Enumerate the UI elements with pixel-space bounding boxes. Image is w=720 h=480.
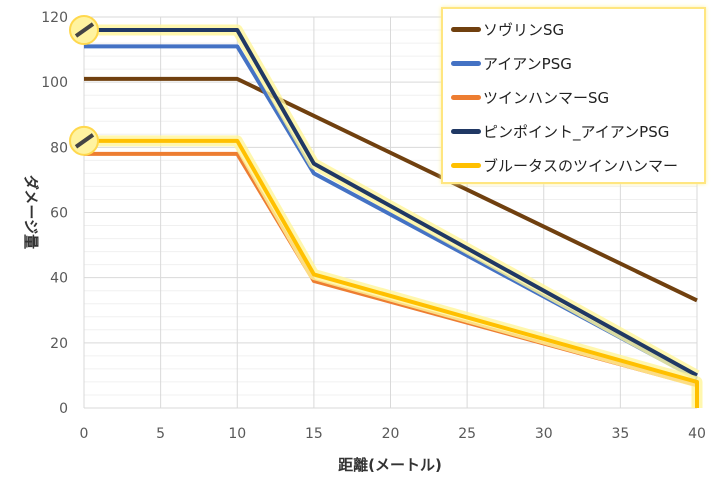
weapon-icon xyxy=(74,133,95,149)
legend-item: ソヴリンSG xyxy=(451,17,564,41)
legend-label: ピンポイント_アイアンPSG xyxy=(483,122,670,141)
legend-swatch xyxy=(451,94,481,100)
legend-label: ソヴリンSG xyxy=(483,20,565,39)
y-tick-label: 0 xyxy=(59,401,68,417)
y-axis-label: ダメージ量 xyxy=(22,175,40,249)
x-tick-label: 40 xyxy=(688,426,706,442)
y-tick-label: 120 xyxy=(41,10,68,26)
legend-swatch xyxy=(451,162,481,168)
legend-item: ツインハンマーSG xyxy=(451,85,609,109)
legend: ソヴリンSG アイアンPSG ツインハンマーSG ピンポイント_アイアンPSG ブルータ… xyxy=(441,7,706,184)
x-tick-label: 0 xyxy=(80,426,89,442)
x-tick-label: 10 xyxy=(228,426,246,442)
legend-item: ブルータスのツインハンマー xyxy=(451,153,678,177)
y-tick-label: 20 xyxy=(50,336,68,352)
legend-swatch xyxy=(451,128,481,134)
x-axis-label: 距離(メートル) xyxy=(338,456,442,474)
y-tick-label: 40 xyxy=(50,271,68,287)
legend-label: ツインハンマーSG xyxy=(483,88,610,107)
weapon-icon xyxy=(74,22,95,38)
y-tick-label: 80 xyxy=(50,140,68,156)
series-line xyxy=(84,44,698,381)
legend-swatch xyxy=(451,26,481,32)
x-tick-label: 25 xyxy=(458,426,476,442)
legend-item: アイアンPSG xyxy=(451,51,572,75)
series-line xyxy=(84,76,698,303)
legend-swatch xyxy=(451,60,481,66)
x-tick-label: 35 xyxy=(611,426,629,442)
y-tick-label: 100 xyxy=(41,75,68,91)
x-tick-label: 5 xyxy=(156,426,165,442)
legend-item: ピンポイント_アイアンPSG xyxy=(451,119,669,143)
y-tick-label: 60 xyxy=(50,206,68,222)
legend-label: アイアンPSG xyxy=(483,54,572,73)
x-tick-label: 20 xyxy=(382,426,400,442)
series-line xyxy=(84,138,699,408)
legend-label: ブルータスのツインハンマー xyxy=(483,156,679,175)
x-tick-label: 15 xyxy=(305,426,323,442)
series-line xyxy=(84,28,698,378)
x-tick-label: 30 xyxy=(535,426,553,442)
